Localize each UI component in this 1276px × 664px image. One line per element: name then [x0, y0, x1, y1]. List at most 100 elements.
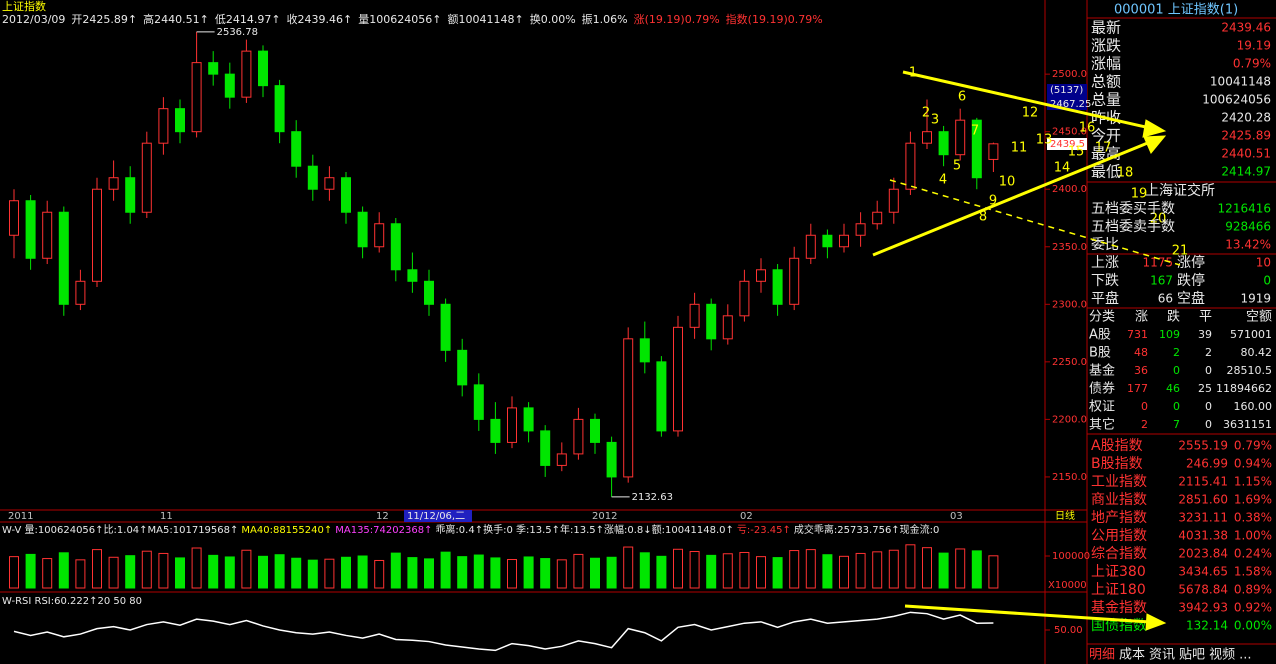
- index-name: B股指数: [1091, 456, 1143, 472]
- volume-bar: [158, 552, 169, 589]
- breadth-value: 10: [1256, 256, 1271, 270]
- tab[interactable]: 贴吧: [1179, 648, 1205, 663]
- volume-bar: [175, 557, 185, 589]
- quote-label: 最新: [1091, 19, 1121, 37]
- tab[interactable]: 明细: [1089, 648, 1115, 663]
- order-value: 13.42%: [1225, 238, 1271, 252]
- quote-value: 2414.97: [1221, 165, 1271, 179]
- index-value: 2851.60: [1178, 493, 1228, 507]
- index-value: 2555.19: [1178, 439, 1228, 453]
- candle-body: [457, 349, 468, 386]
- candle-body: [556, 453, 567, 466]
- quote-value: 0.79%: [1233, 57, 1271, 71]
- candle-body: [108, 177, 119, 190]
- table-cell: 7: [1173, 418, 1180, 431]
- wave-label: 21: [1172, 244, 1189, 259]
- quote-value: 2420.28: [1221, 111, 1271, 125]
- volume-bar: [507, 559, 517, 589]
- volume-bar: [473, 554, 484, 589]
- date-label: 2011: [8, 511, 33, 522]
- candle-body: [855, 223, 866, 236]
- candle-body: [789, 257, 800, 305]
- index-name: 工业指数: [1091, 474, 1147, 490]
- candle-body: [241, 50, 252, 98]
- table-cell: 80.42: [1241, 346, 1273, 359]
- candle-body: [606, 441, 617, 478]
- volume-bar: [756, 556, 766, 589]
- info-field: 涨(19.19)0.79%: [634, 13, 720, 26]
- index-name: 上证380: [1091, 564, 1146, 580]
- candle-body: [523, 407, 534, 432]
- candle-body: [125, 177, 136, 213]
- price-tag: 2439.5: [1050, 139, 1085, 150]
- table-cell: 涨: [1135, 310, 1148, 325]
- breadth-value: 66: [1158, 292, 1173, 306]
- index-change: 0.89%: [1234, 583, 1272, 597]
- candle-body: [224, 73, 235, 98]
- index-name: 地产指数: [1091, 510, 1147, 526]
- index-change: 1.00%: [1234, 529, 1272, 543]
- rsi-line: [13, 611, 994, 652]
- index-value: 2115.41: [1178, 475, 1228, 489]
- volume-bar: [9, 556, 19, 589]
- y-tick-label: 2400.0: [1052, 184, 1087, 195]
- volume-bar: [888, 549, 899, 589]
- order-label: 五档委卖手数: [1091, 219, 1175, 235]
- wave-label: 4: [939, 173, 947, 188]
- y-tick-label: 100000: [1052, 551, 1090, 562]
- quote-value: 100624056: [1202, 93, 1271, 107]
- wave-label: 13: [1036, 133, 1053, 148]
- info-field: 换0.00%: [530, 12, 576, 26]
- candle-body: [623, 338, 634, 478]
- candle-body: [988, 143, 999, 160]
- candle-body: [888, 188, 899, 213]
- volume-bar: [258, 555, 268, 589]
- quote-label: 涨幅: [1091, 55, 1121, 73]
- candle-body: [490, 418, 501, 443]
- table-cell: 3631151: [1223, 418, 1272, 431]
- candle-body: [905, 142, 916, 190]
- table-cell: 跌: [1167, 309, 1180, 325]
- candle-body: [739, 280, 750, 317]
- volume-bar: [374, 559, 385, 589]
- wave-label: 17: [1095, 141, 1112, 156]
- candle-body: [590, 418, 600, 443]
- wave-label: 6: [958, 90, 966, 105]
- table-cell: 46: [1166, 382, 1180, 395]
- candle-body: [258, 50, 268, 87]
- index-change: 0.00%: [1234, 619, 1272, 633]
- wave-label: 10: [999, 175, 1016, 190]
- candle-body: [689, 303, 700, 328]
- wave-label: 12: [1022, 106, 1039, 121]
- wave-label: 16: [1079, 121, 1096, 136]
- indicator-header: 亏:-23.45↑: [737, 524, 791, 536]
- index-change: 1.15%: [1234, 475, 1272, 489]
- table-cell: 0: [1205, 418, 1212, 431]
- quote-label: 最低: [1091, 163, 1121, 181]
- candle-body: [722, 315, 733, 340]
- indicator-header: 乖离:0.4↑换手:0 季:13.5↑年:13.5↑涨幅:0.8↓额:10041…: [435, 523, 733, 536]
- quote-label: 总量: [1091, 91, 1121, 109]
- tab[interactable]: 成本: [1119, 648, 1145, 663]
- table-cell: 权证: [1089, 399, 1115, 415]
- volume-bar: [75, 559, 86, 589]
- volume-bar: [573, 553, 584, 589]
- low-label: 2132.63: [632, 492, 673, 503]
- table-cell: 空额: [1246, 310, 1272, 325]
- tab[interactable]: ...: [1239, 648, 1251, 663]
- volume-bar: [357, 555, 368, 589]
- info-field: 振1.06%: [582, 12, 628, 26]
- candle-body: [706, 303, 717, 340]
- tab[interactable]: 资讯: [1149, 648, 1175, 663]
- index-value: 2023.84: [1178, 547, 1228, 561]
- quote-value: 10041148: [1210, 75, 1271, 89]
- volume-bar: [341, 556, 351, 589]
- tab[interactable]: 视频: [1209, 648, 1235, 663]
- y-tick-label: 2200.0: [1052, 414, 1087, 425]
- candle-body: [507, 407, 517, 443]
- volume-bar: [390, 552, 401, 589]
- candle-body: [822, 234, 833, 248]
- quote-label: 涨跌: [1091, 37, 1121, 55]
